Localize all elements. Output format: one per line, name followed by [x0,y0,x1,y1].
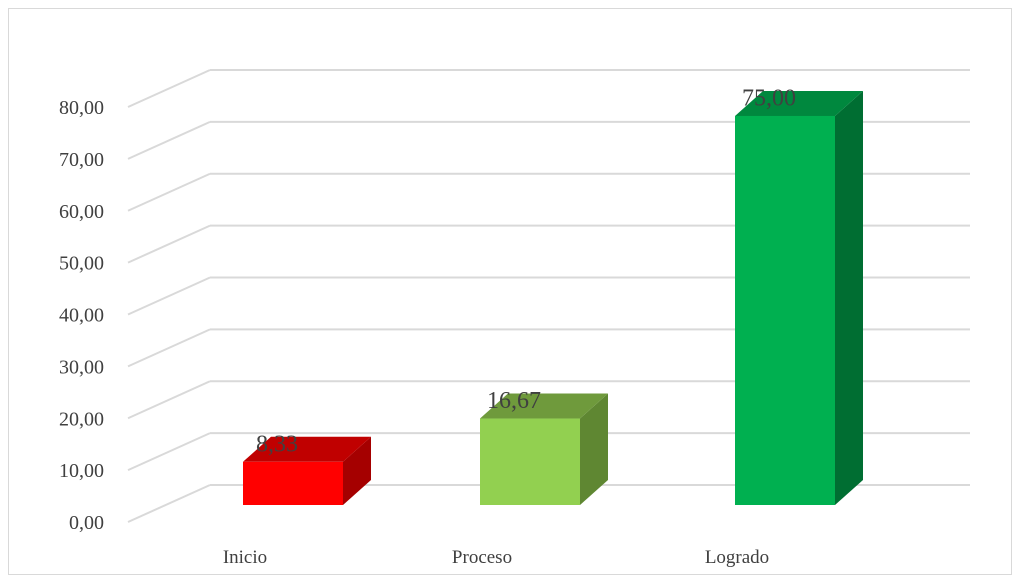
y-tick-label: 20,00 [59,408,104,430]
bar-front [735,115,835,505]
y-tick-label: 40,00 [59,305,104,327]
y-tick-label: 80,00 [59,97,104,119]
gridline-depth [127,328,211,368]
bar-front [243,461,343,505]
gridline-depth [127,276,211,316]
bar-inicio: 8,33 [243,431,371,505]
category-label: Proceso [452,547,512,568]
gridline-depth [127,380,211,420]
bar-side [343,436,371,505]
gridline-depth [127,484,211,523]
bars: 8,33 16,67 75,00 [243,85,863,505]
bar-top [243,436,371,462]
data-label: 75,00 [742,85,796,111]
bar-logrado: 75,00 [735,85,863,505]
y-tick-label: 0,00 [69,512,104,534]
category-label: Logrado [705,547,769,568]
gridline-depth [127,224,211,264]
gridline-depth [127,432,211,472]
gridline-depth [127,69,211,108]
y-tick-label: 70,00 [59,149,104,171]
bar-proceso: 16,67 [480,388,608,505]
data-label: 8,33 [256,431,298,457]
y-tick-label: 60,00 [59,201,104,223]
gridline-depth [127,172,211,212]
y-axis-ticks: 0,00 10,00 20,00 30,00 40,00 50,00 60,00 70,00 8… [59,97,104,534]
y-tick-label: 10,00 [59,460,104,482]
bar-front [480,418,580,505]
data-label: 16,67 [487,388,541,414]
category-label: Inicio [223,547,267,568]
bar-top [735,90,863,116]
y-tick-label: 50,00 [59,253,104,275]
y-tick-label: 30,00 [59,356,104,378]
bar-top [480,393,608,419]
gridline-depth [127,120,211,160]
bar-side [835,90,863,505]
x-axis-labels: Inicio Proceso Logrado [223,547,769,568]
bar-side [580,393,608,505]
